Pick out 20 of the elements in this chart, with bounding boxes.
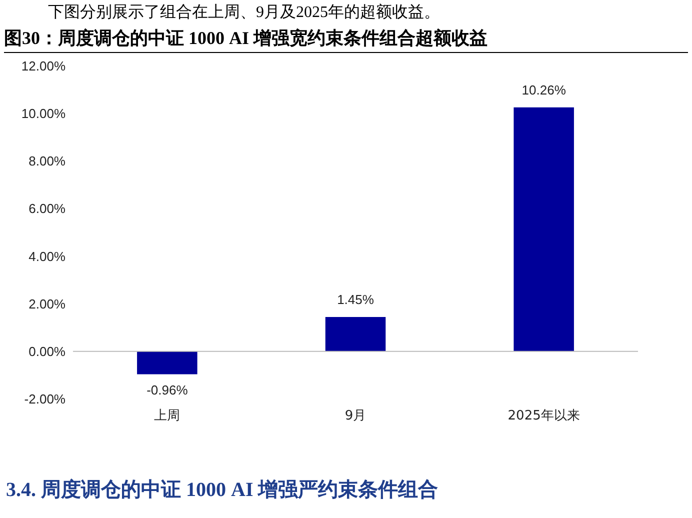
bar (514, 107, 574, 352)
y-tick-label: 10.00% (21, 106, 66, 122)
y-tick-label: 4.00% (28, 248, 66, 264)
bar (137, 351, 198, 374)
x-tick-label: 9月 (344, 408, 366, 424)
y-tick-label: 12.00% (21, 58, 66, 74)
data-label: 1.45% (337, 292, 374, 307)
bar (325, 316, 386, 352)
x-tick-label: 上周 (154, 408, 180, 424)
chart-title: 图30：周度调仓的中证 1000 AI 增强宽约束条件组合超额收益 (4, 26, 688, 53)
y-tick-label: -2.00% (24, 392, 66, 406)
text: 3.4. 周度调仓的中证 1000 AI 增强严约束条件组合 (6, 478, 438, 503)
y-tick-label: 8.00% (28, 154, 66, 169)
y-tick-label: 6.00% (28, 201, 66, 216)
x-tick-label: 2025年以来 (508, 408, 580, 424)
text: 下图分别展示了组合在上周、9月及2025年的超额收益。 (48, 2, 440, 23)
data-label: -0.96% (146, 382, 188, 398)
data-label: 10.26% (522, 82, 566, 98)
y-tick-label: 0.00% (28, 344, 66, 359)
y-tick-label: 2.00% (28, 296, 66, 312)
